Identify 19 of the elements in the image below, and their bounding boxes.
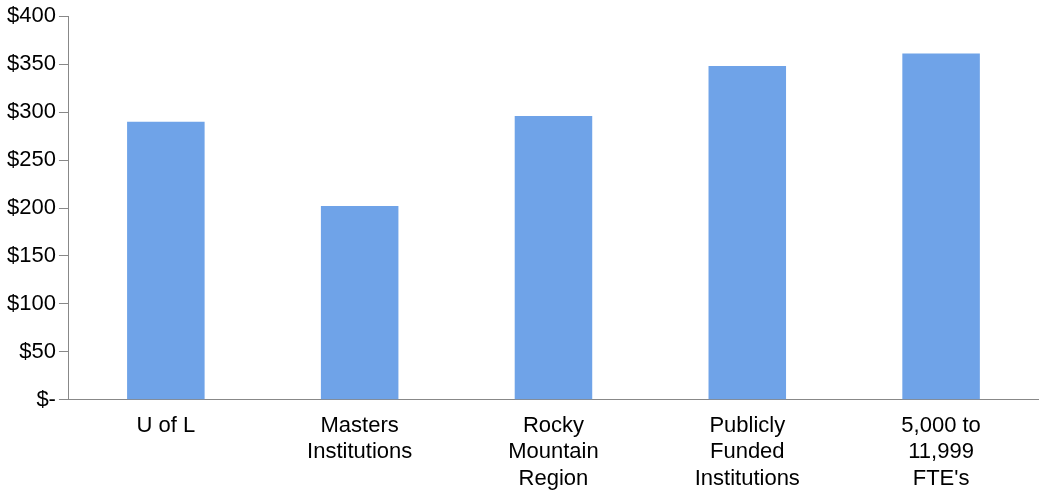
x-tick-label: Publicly Funded Institutions	[694, 412, 800, 490]
y-tick-label: $-	[36, 385, 56, 411]
bar	[127, 121, 205, 400]
y-tick-label: $50	[19, 337, 56, 363]
y-tick-label: $100	[6, 289, 56, 315]
y-tick-label: $350	[6, 50, 56, 76]
y-tick-label: $200	[6, 194, 56, 220]
y-tick-label: $300	[6, 98, 56, 124]
x-tick-label: U of L	[136, 412, 196, 438]
bar	[708, 66, 787, 400]
bar	[514, 115, 593, 400]
x-tick-label: Rocky Mountain Region	[508, 412, 599, 490]
y-tick-label: $150	[6, 242, 56, 268]
x-tick-label: 5,000 to 11,999 FTE's	[901, 412, 981, 490]
y-tick-label: $250	[6, 146, 56, 172]
bar	[320, 206, 399, 400]
x-tick-label: Masters Institutions	[307, 412, 413, 464]
bar	[902, 53, 980, 400]
y-tick-label: $400	[6, 2, 56, 28]
